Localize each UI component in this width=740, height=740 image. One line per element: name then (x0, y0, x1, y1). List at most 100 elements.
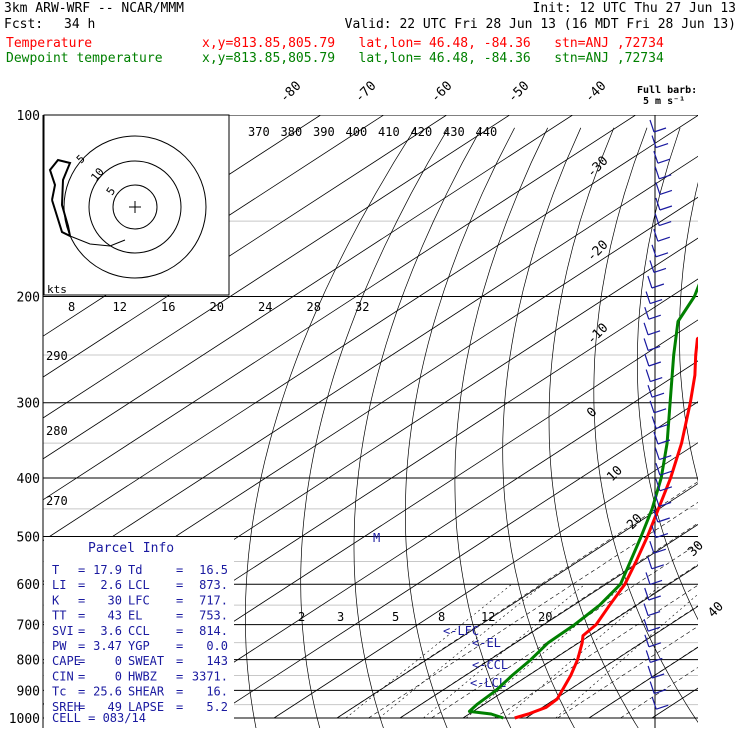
upper-axis-label: 24 (258, 300, 272, 314)
parcel-value: 49 (108, 700, 122, 714)
isotherm-line (43, 115, 510, 419)
parcel-row: LI = 2.6 LCL = 873. (52, 578, 228, 592)
parcel-key: T (52, 563, 59, 577)
parcel-eq-2: = (176, 624, 183, 638)
isotherm-label: -10 (584, 321, 611, 348)
parcel-row: PW = 3.47 YGP = 0.0 (52, 639, 228, 653)
upper-axis-labels: 8 12 16 20 24 28 32 (68, 300, 369, 314)
wind-barb (644, 353, 662, 367)
mixing-ratio-line (379, 583, 544, 719)
wind-barb (645, 369, 663, 383)
wind-barb (655, 182, 673, 195)
level-marker: <-LFC (443, 624, 479, 638)
parcel-eq: = (78, 624, 85, 638)
parcel-eq: = (78, 609, 85, 623)
isotherm-label: -30 (584, 154, 611, 181)
wind-barb (651, 135, 669, 149)
theta-e-label: 400 (346, 125, 368, 139)
parcel-eq-2: = (176, 700, 183, 714)
hodograph-inset: 5 10 5 kts (43, 114, 230, 296)
parcel-value-2: 717. (199, 593, 228, 607)
theta-e-label: 410 (378, 125, 400, 139)
wind-barb (654, 166, 672, 180)
pressure-tick-label: 900 (17, 684, 40, 699)
pressure-tick-label: 700 (17, 619, 40, 634)
mixing-ratio-line (423, 583, 586, 719)
parcel-key: CIN (52, 669, 74, 683)
hodograph-ring-inner (112, 184, 158, 230)
parcel-eq-2: = (176, 593, 183, 607)
wind-barb (647, 665, 665, 679)
parcel-eq: = (78, 593, 85, 607)
mixing-ratio-label: 8 (438, 610, 445, 624)
wind-barb (653, 509, 670, 523)
isotherm-line (462, 564, 698, 719)
isotherm-label: 10 (604, 463, 626, 485)
parcel-value: 0 (115, 669, 122, 683)
temperature-trace (514, 336, 698, 720)
wind-barb (645, 650, 663, 663)
parcel-value-2: 5.2 (206, 700, 228, 714)
parcel-eq: = (78, 578, 85, 592)
parcel-key-2: SWEAT (128, 654, 164, 668)
wind-barb (655, 478, 673, 492)
parcel-key: TT (52, 609, 66, 623)
theta-e-label: 390 (313, 125, 335, 139)
parcel-eq-2: = (176, 578, 183, 592)
pressure-tick-label: 1000 (9, 712, 40, 727)
parcel-key: SVI (52, 624, 74, 638)
level-marker-m: M (373, 531, 380, 545)
parcel-value-2: 753. (199, 609, 228, 623)
parcel-eq-2: = (176, 639, 183, 653)
model-title: 3km ARW-WRF -- NCAR/MMM (4, 1, 185, 16)
isotherm-line (273, 442, 698, 719)
valid-time: Valid: 22 UTC Fri 28 Jun 13 (16 MDT Fri … (344, 17, 736, 32)
parcel-value: 25.6 (93, 685, 122, 699)
wind-barb (654, 494, 672, 507)
isotherm-label: -40 (582, 79, 609, 106)
theta-e-label: 370 (248, 125, 270, 139)
isotherm-line (43, 115, 636, 501)
wind-barb (655, 197, 673, 211)
hodograph-units: kts (47, 283, 67, 296)
wind-barb (649, 400, 667, 414)
mixing-ratio-labels: 2 3 5 8 12 20 (298, 610, 552, 624)
parcel-eq-2: = (176, 685, 183, 699)
parcel-key-2: CCL (128, 624, 150, 638)
parcel-value: 3.47 (93, 639, 122, 653)
theta-label: 280 (46, 424, 68, 438)
mixing-ratio-label: 5 (392, 610, 399, 624)
pressure-axis: 100 200 300 400 500 600 700 800 900 1000 (9, 109, 40, 727)
parcel-key: LI (52, 578, 66, 592)
dry-adiabat-line (353, 127, 482, 728)
wind-barb (644, 307, 661, 320)
mixing-ratio-line (466, 583, 626, 719)
temperature-legend-label: Temperature (6, 36, 93, 51)
wind-barb (647, 556, 664, 570)
moist-adiabat-line (462, 564, 698, 719)
upper-axis-label: 32 (355, 300, 369, 314)
wind-barb (647, 385, 665, 398)
hodograph-ring-outer (63, 135, 207, 279)
parcel-key-2: YGP (128, 639, 150, 653)
pressure-tick-label: 400 (17, 472, 40, 487)
hodograph-frame (43, 114, 230, 296)
mixing-ratio-label: 12 (481, 610, 495, 624)
theta-e-label: 420 (411, 125, 433, 139)
hodograph-ring-middle (88, 160, 182, 254)
parcel-row: Tc = 25.6 SHEAR = 16. (52, 685, 228, 699)
wind-barb (644, 634, 662, 648)
wind-barb (651, 525, 669, 539)
parcel-row: TT = 43 EL = 753. (52, 609, 228, 623)
forecast-label: Fcst: (4, 17, 44, 32)
theta-label: 290 (46, 349, 68, 363)
wind-barb (647, 275, 665, 289)
dewpoint-trace (467, 283, 698, 720)
parcel-key: PW (52, 639, 67, 653)
parcel-value: 3.6 (100, 624, 122, 638)
temperature-location-info: x,y=813.85,805.79 lat,lon= 46.48, -84.36… (202, 36, 664, 51)
wind-barb (649, 260, 667, 273)
dry-adiabat-line (720, 128, 740, 731)
parcel-value-2: 3371. (192, 669, 228, 683)
